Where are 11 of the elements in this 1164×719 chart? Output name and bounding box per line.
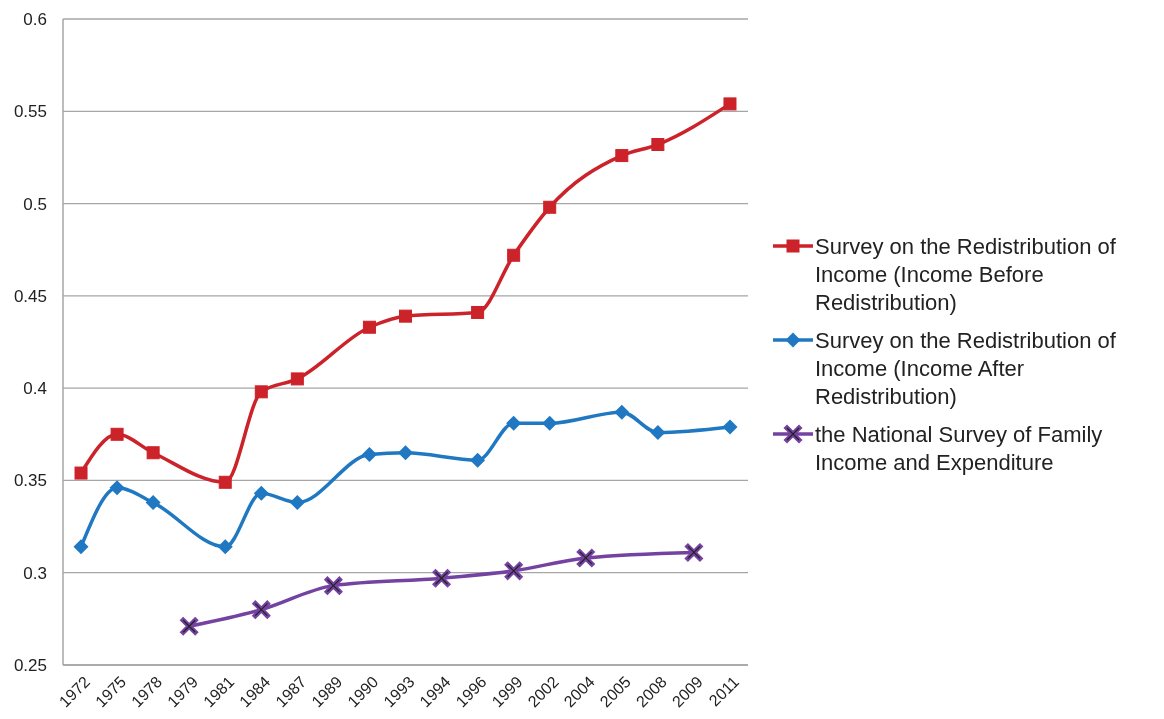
y-tick-label: 0.3 [23, 563, 47, 583]
y-tick-label: 0.55 [13, 102, 47, 122]
y-tick-label: 0.6 [23, 9, 47, 29]
y-tick-label: 0.5 [23, 194, 47, 214]
legend-label: the National Survey of Family Income and Expenditure [815, 421, 1103, 475]
legend-label: Survey on the Redistribution of Income (Income Before Redistribution) [815, 233, 1117, 315]
legend-label: Survey on the Redistribution of Income (Income After Redistribution) [815, 327, 1117, 409]
y-tick-label: 0.45 [13, 286, 47, 306]
y-tick-label: 0.4 [23, 379, 47, 399]
y-tick-label: 0.35 [13, 471, 47, 491]
y-tick-label: 0.25 [13, 655, 47, 675]
